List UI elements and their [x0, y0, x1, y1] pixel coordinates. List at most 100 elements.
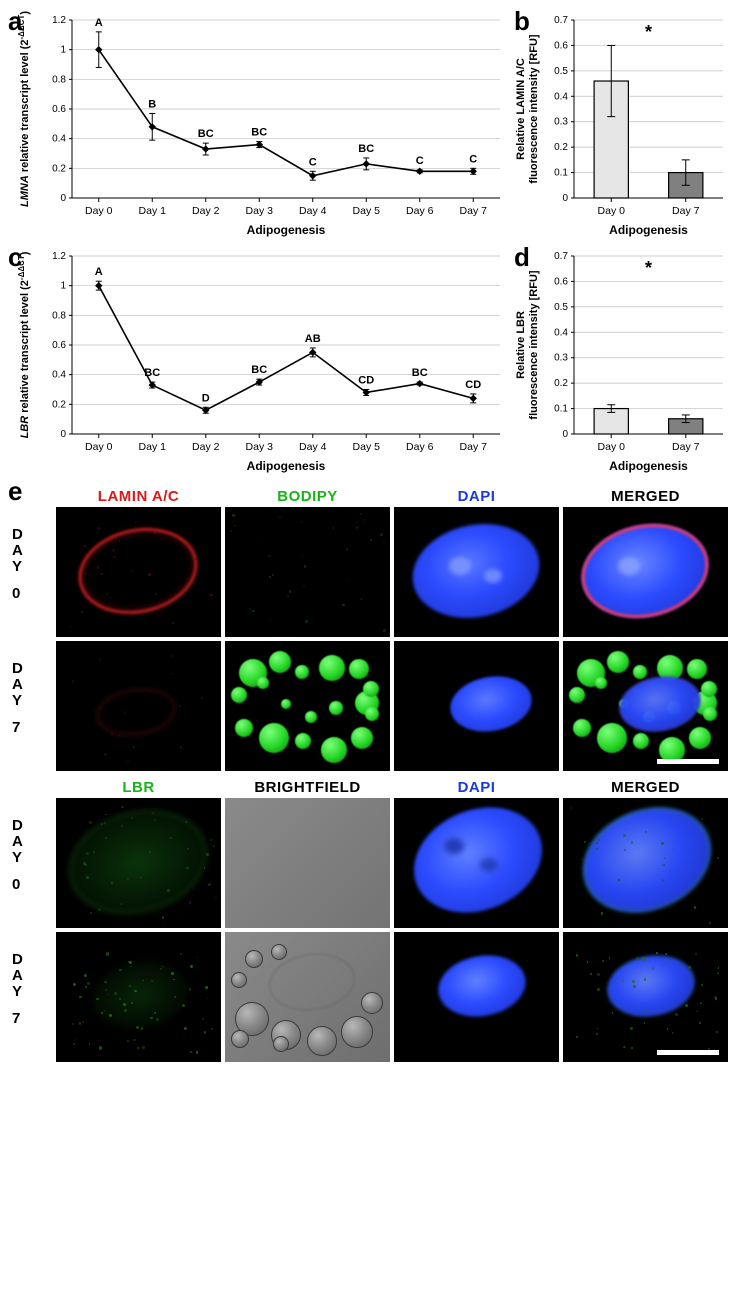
svg-text:LBR relative transcript level: LBR relative transcript level (2-ΔΔCT) — [17, 251, 32, 438]
svg-text:0.8: 0.8 — [52, 74, 66, 85]
svg-text:Day 1: Day 1 — [139, 205, 167, 217]
micro-head-row-1: LAMIN A/CBODIPYDAPIMERGED — [56, 488, 739, 507]
svg-text:Adipogenesis: Adipogenesis — [609, 459, 688, 473]
panel-a: a 00.20.40.60.811.2Day 0Day 1Day 2Day 3D… — [10, 8, 510, 240]
scalebar — [657, 759, 719, 764]
svg-text:BC: BC — [144, 367, 160, 379]
micro-row: DAY0 — [56, 798, 728, 928]
micro-head: LBR — [56, 779, 221, 798]
svg-text:BC: BC — [251, 127, 267, 139]
micro-head: BRIGHTFIELD — [225, 779, 390, 798]
svg-text:Day 2: Day 2 — [192, 441, 220, 453]
svg-text:CD: CD — [465, 379, 481, 391]
micrograph-cell — [563, 932, 728, 1062]
micrograph-cell — [225, 932, 390, 1062]
svg-text:Relative LAMIN A/Cfluorescence: Relative LAMIN A/Cfluorescence intensity… — [516, 34, 540, 183]
micro-row: DAY0 — [56, 507, 728, 637]
svg-text:*: * — [645, 258, 652, 278]
svg-text:0: 0 — [562, 193, 568, 204]
micro-head-row-2: LBRBRIGHTFIELDDAPIMERGED — [56, 779, 739, 798]
svg-text:B: B — [148, 98, 156, 110]
svg-text:Adipogenesis: Adipogenesis — [609, 223, 688, 237]
svg-text:BC: BC — [358, 143, 374, 155]
svg-text:Day 6: Day 6 — [406, 205, 434, 217]
svg-text:Day 7: Day 7 — [460, 205, 488, 217]
svg-text:Day 2: Day 2 — [192, 205, 220, 217]
svg-text:1: 1 — [60, 45, 66, 56]
row-label: DAY0 — [12, 527, 52, 602]
svg-text:Day 0: Day 0 — [598, 205, 626, 217]
svg-text:BC: BC — [198, 128, 214, 140]
row-label: DAY7 — [12, 661, 52, 736]
svg-text:AB: AB — [305, 333, 321, 345]
svg-text:Day 4: Day 4 — [299, 205, 327, 217]
svg-text:Day 7: Day 7 — [672, 205, 700, 217]
micro-row: DAY7 — [56, 932, 728, 1062]
svg-text:D: D — [202, 392, 210, 404]
row-label: DAY0 — [12, 818, 52, 893]
chart-b: 00.10.20.30.40.50.60.7Day 0Day 7*Adipoge… — [516, 8, 731, 240]
svg-text:0.6: 0.6 — [52, 104, 66, 115]
svg-text:0.8: 0.8 — [52, 310, 66, 321]
panel-c: c 00.20.40.60.811.2Day 0Day 1Day 2Day 3D… — [10, 244, 510, 476]
svg-text:Day 3: Day 3 — [246, 205, 274, 217]
svg-text:0.4: 0.4 — [52, 134, 66, 145]
svg-text:Day 3: Day 3 — [246, 441, 274, 453]
svg-text:Day 0: Day 0 — [85, 441, 113, 453]
svg-text:0.5: 0.5 — [554, 302, 568, 313]
micrograph-cell — [225, 641, 390, 771]
row-cd: c 00.20.40.60.811.2Day 0Day 1Day 2Day 3D… — [10, 244, 739, 476]
svg-text:0: 0 — [562, 429, 568, 440]
svg-text:A: A — [95, 17, 103, 29]
svg-text:0.1: 0.1 — [554, 168, 568, 179]
svg-text:0.5: 0.5 — [554, 66, 568, 77]
svg-text:Day 0: Day 0 — [598, 441, 626, 453]
chart-d: 00.10.20.30.40.50.60.7Day 0Day 7*Adipoge… — [516, 244, 731, 476]
micrograph-cell — [56, 507, 221, 637]
micro-head: DAPI — [394, 488, 559, 507]
scalebar — [657, 1050, 719, 1055]
micrograph-cell — [563, 507, 728, 637]
svg-text:0.1: 0.1 — [554, 404, 568, 415]
micrograph-cell — [563, 798, 728, 928]
micrograph-cell — [394, 641, 559, 771]
svg-text:C: C — [416, 155, 424, 167]
svg-text:Adipogenesis: Adipogenesis — [247, 223, 326, 237]
chart-c: 00.20.40.60.811.2Day 0Day 1Day 2Day 3Day… — [10, 244, 510, 476]
micro-head: DAPI — [394, 779, 559, 798]
svg-text:Day 5: Day 5 — [353, 205, 381, 217]
micro-head: LAMIN A/C — [56, 488, 221, 507]
svg-text:0.2: 0.2 — [52, 163, 66, 174]
panel-d: d 00.10.20.30.40.50.60.7Day 0Day 7*Adipo… — [516, 244, 731, 476]
micrograph-cell — [225, 507, 390, 637]
micrograph-cell — [394, 507, 559, 637]
svg-text:0.2: 0.2 — [554, 142, 568, 153]
svg-text:Day 4: Day 4 — [299, 441, 327, 453]
svg-text:Day 0: Day 0 — [85, 205, 113, 217]
micrograph-cell — [56, 641, 221, 771]
svg-text:LMNA relative transcript level: LMNA relative transcript level (2-ΔΔCT) — [17, 11, 32, 207]
micrograph-cell — [394, 932, 559, 1062]
micro-grid-1: DAY0DAY7 — [56, 507, 728, 771]
svg-text:0.3: 0.3 — [554, 117, 568, 128]
panel-e: e LAMIN A/CBODIPYDAPIMERGED DAY0DAY7 LBR… — [10, 482, 739, 1062]
micro-grid-2: DAY0DAY7 — [56, 798, 728, 1062]
svg-text:0.7: 0.7 — [554, 15, 568, 26]
svg-text:1.2: 1.2 — [52, 251, 66, 262]
micro-head: MERGED — [563, 488, 728, 507]
svg-text:1: 1 — [60, 281, 66, 292]
svg-text:C: C — [309, 156, 317, 168]
svg-text:0: 0 — [60, 429, 66, 440]
svg-text:0.6: 0.6 — [554, 40, 568, 51]
svg-text:C: C — [469, 153, 477, 165]
micrograph-cell — [225, 798, 390, 928]
micro-row: DAY7 — [56, 641, 728, 771]
svg-text:0.6: 0.6 — [52, 340, 66, 351]
svg-text:Day 5: Day 5 — [353, 441, 381, 453]
svg-text:0: 0 — [60, 193, 66, 204]
micrograph-cell — [56, 798, 221, 928]
svg-text:Day 1: Day 1 — [139, 441, 167, 453]
chart-a: 00.20.40.60.811.2Day 0Day 1Day 2Day 3Day… — [10, 8, 510, 240]
svg-text:*: * — [645, 22, 652, 42]
figure-root: a 00.20.40.60.811.2Day 0Day 1Day 2Day 3D… — [10, 8, 739, 1062]
